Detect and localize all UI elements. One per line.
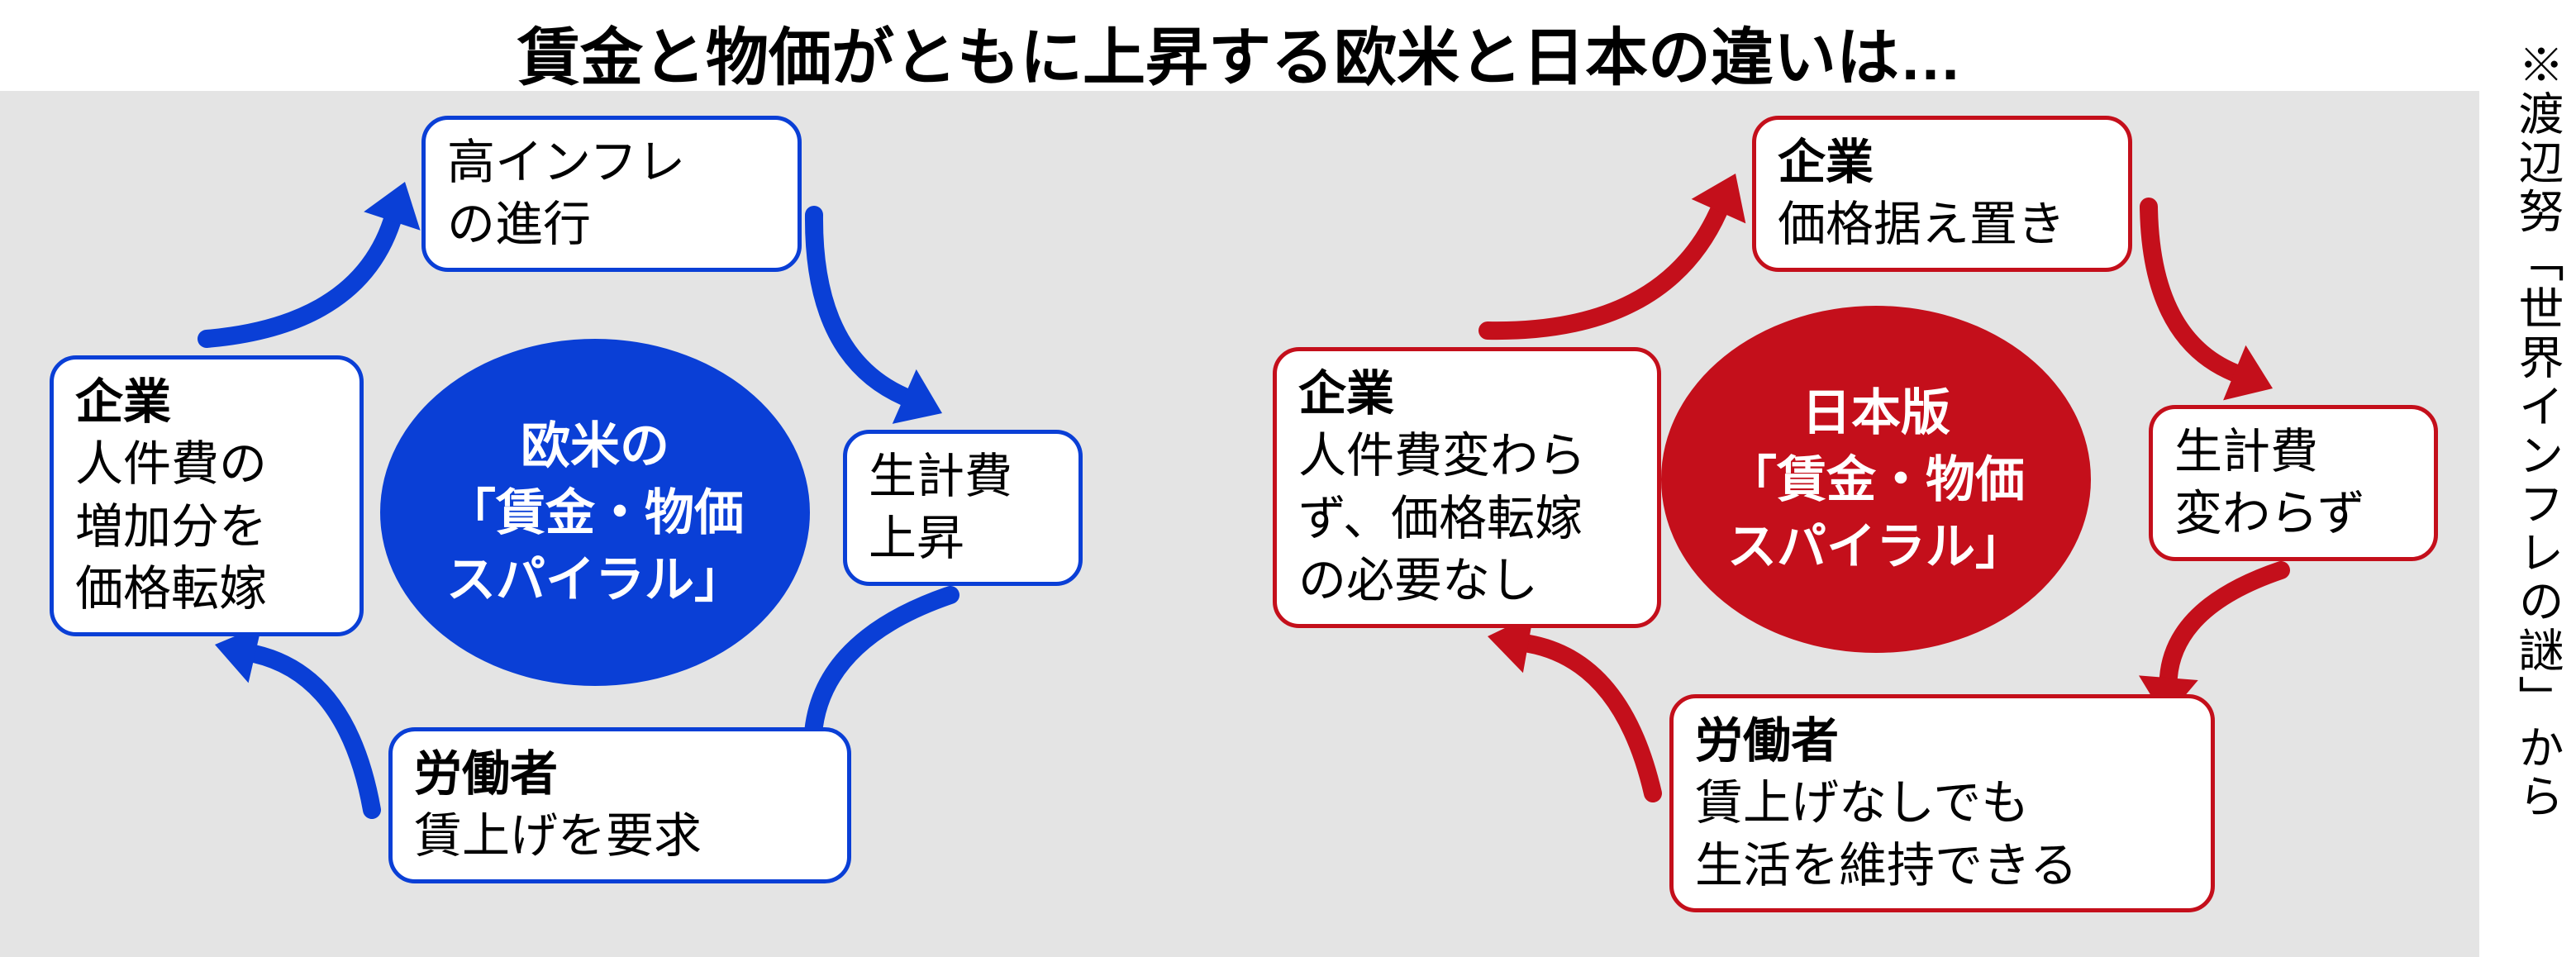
cycle-node-bottom: 労働者賃上げなしでも生活を維持できる [1669,694,2215,912]
cycle-node-right: 生計費上昇 [843,430,1083,586]
node-heading: 労働者 [1695,710,2189,772]
cycle-node-left: 企業人件費変わらず、価格転嫁の必要なし [1273,347,1661,628]
node-heading: 企業 [1778,131,2107,193]
node-line: 賃上げなしでも [1695,772,2189,834]
ellipse-line: 日本版 [1802,379,1950,446]
node-line: 上昇 [869,507,1057,569]
cycle-node-top: 企業価格据え置き [1752,116,2132,272]
ellipse-line: 「賃金・物価 [1727,446,2025,513]
node-heading: 労働者 [414,743,826,805]
diagram-title: 賃金と物価がともに上昇する欧米と日本の違いは… [0,7,2479,98]
node-line: 人件費変わら [1298,425,1636,487]
center-ellipse: 欧米の「賃金・物価スパイラル」 [380,339,810,686]
node-line: 価格据え置き [1778,193,2107,255]
node-line: の必要なし [1298,550,1636,612]
center-ellipse: 日本版「賃金・物価スパイラル」 [1661,306,2091,653]
node-line: 賃上げを要求 [414,805,826,867]
node-line: の進行 [447,193,776,255]
node-line: 生計費 [869,445,1057,507]
cycle-node-bottom: 労働者賃上げを要求 [388,727,851,883]
source-note: ※渡辺努「世界インフレの謎」から [2496,41,2570,934]
node-line: 増加分を [75,496,338,558]
diagram-canvas: 賃金と物価がともに上昇する欧米と日本の違いは… 欧米の「賃金・物価スパイラル」高… [0,0,2576,957]
spiral-west: 欧米の「賃金・物価スパイラル」高インフレの進行生計費上昇労働者賃上げを要求企業人… [0,91,1240,957]
node-line: 価格転嫁 [75,558,338,620]
node-line: 変わらず [2174,483,2412,545]
node-heading: 企業 [1298,363,1636,425]
cycle-node-right: 生計費変わらず [2149,405,2438,561]
node-line: ず、価格転嫁 [1298,488,1636,550]
node-line: 人件費の [75,433,338,495]
spiral-japan: 日本版「賃金・物価スパイラル」企業価格据え置き生計費変わらず労働者賃上げなしでも… [1240,91,2479,957]
node-line: 生活を維持できる [1695,835,2189,897]
node-line: 高インフレ [447,131,776,193]
ellipse-line: スパイラル」 [1727,513,2025,580]
diagram-body: 欧米の「賃金・物価スパイラル」高インフレの進行生計費上昇労働者賃上げを要求企業人… [0,91,2479,957]
cycle-node-left: 企業人件費の増加分を価格転嫁 [50,355,364,636]
ellipse-line: 欧米の [521,412,669,479]
ellipse-line: スパイラル」 [446,546,744,613]
node-line: 生計費 [2174,421,2412,483]
node-heading: 企業 [75,371,338,433]
cycle-node-top: 高インフレの進行 [421,116,802,272]
ellipse-line: 「賃金・物価 [446,479,744,546]
